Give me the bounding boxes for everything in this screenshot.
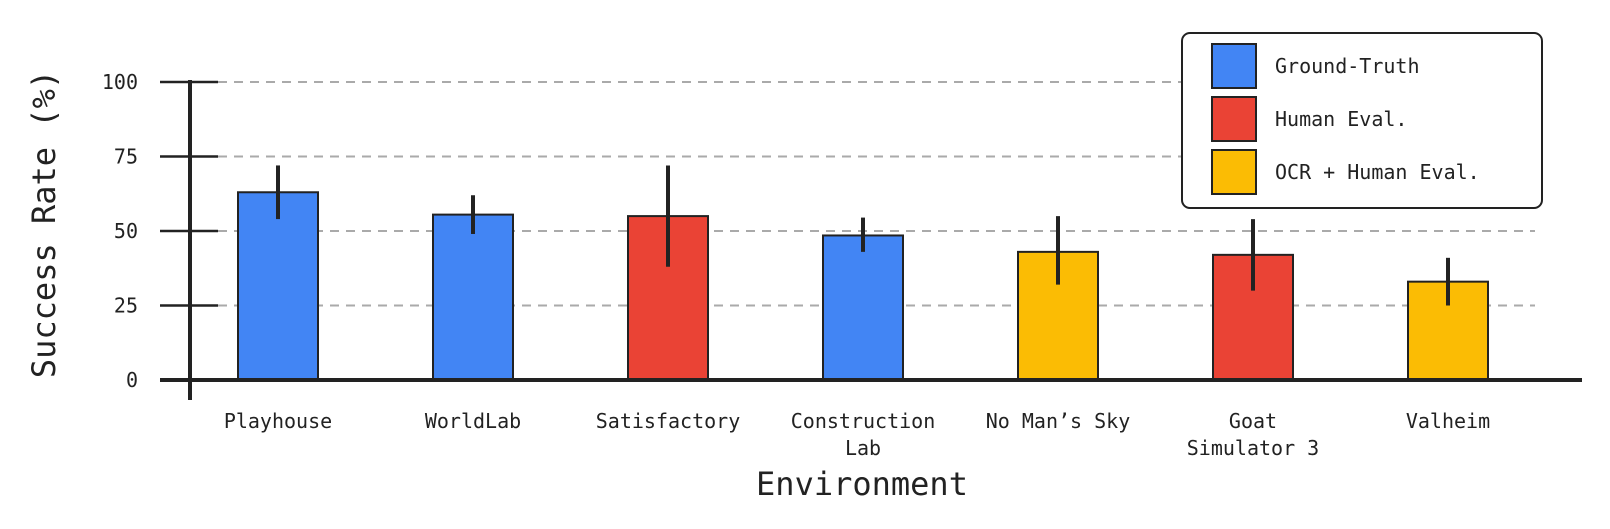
bar [237,191,319,381]
x-tick-label: Lab [845,436,881,460]
x-tick-label: WorldLab [425,409,521,433]
legend-swatch [1211,149,1257,195]
x-tick-label: Satisfactory [596,409,741,433]
bar [432,213,514,381]
x-tick-label: Playhouse [224,409,332,433]
x-tick-label: Simulator 3 [1187,436,1319,460]
x-tick-label: No Man’s Sky [986,409,1131,433]
y-tick-label: 100 [102,70,138,94]
x-tick-label: Valheim [1406,409,1490,433]
y-tick-label: 0 [126,368,138,392]
y-tick-label: 25 [114,294,138,318]
legend-box [1181,32,1543,209]
x-tick-label: Construction [791,409,936,433]
x-tick-label: Goat [1229,409,1277,433]
legend-label: Human Eval. [1275,107,1407,131]
legend-label: OCR + Human Eval. [1275,160,1480,184]
y-tick-label: 75 [114,145,138,169]
legend: Ground-Truth Human Eval. OCR + Human Eval. [1181,32,1543,209]
legend-swatch [1211,43,1257,89]
legend-label: Ground-Truth [1275,54,1420,78]
axes: 0 25 50 75 100 Playhouse WorldLab Satisfactory C… [102,70,1582,460]
bar [822,234,904,381]
y-axis-title: Success Rate (%) [25,70,63,378]
legend-swatch [1211,96,1257,142]
bars [237,165,1489,381]
y-tick-label: 50 [114,219,138,243]
x-axis-title: Environment [756,465,968,503]
